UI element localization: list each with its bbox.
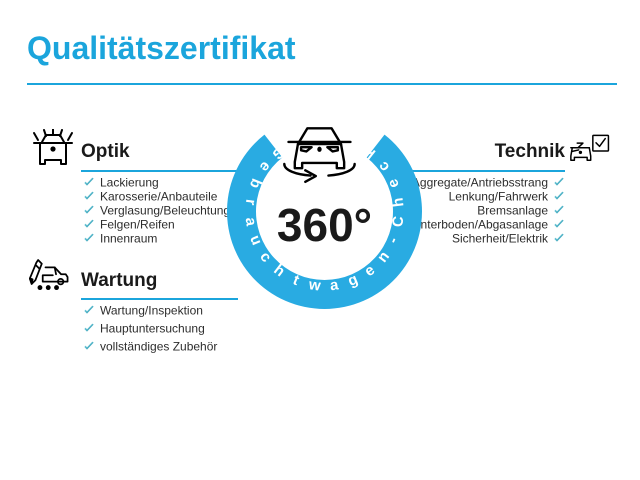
svg-text:w: w <box>307 276 322 295</box>
svg-text:360°: 360° <box>277 199 372 251</box>
